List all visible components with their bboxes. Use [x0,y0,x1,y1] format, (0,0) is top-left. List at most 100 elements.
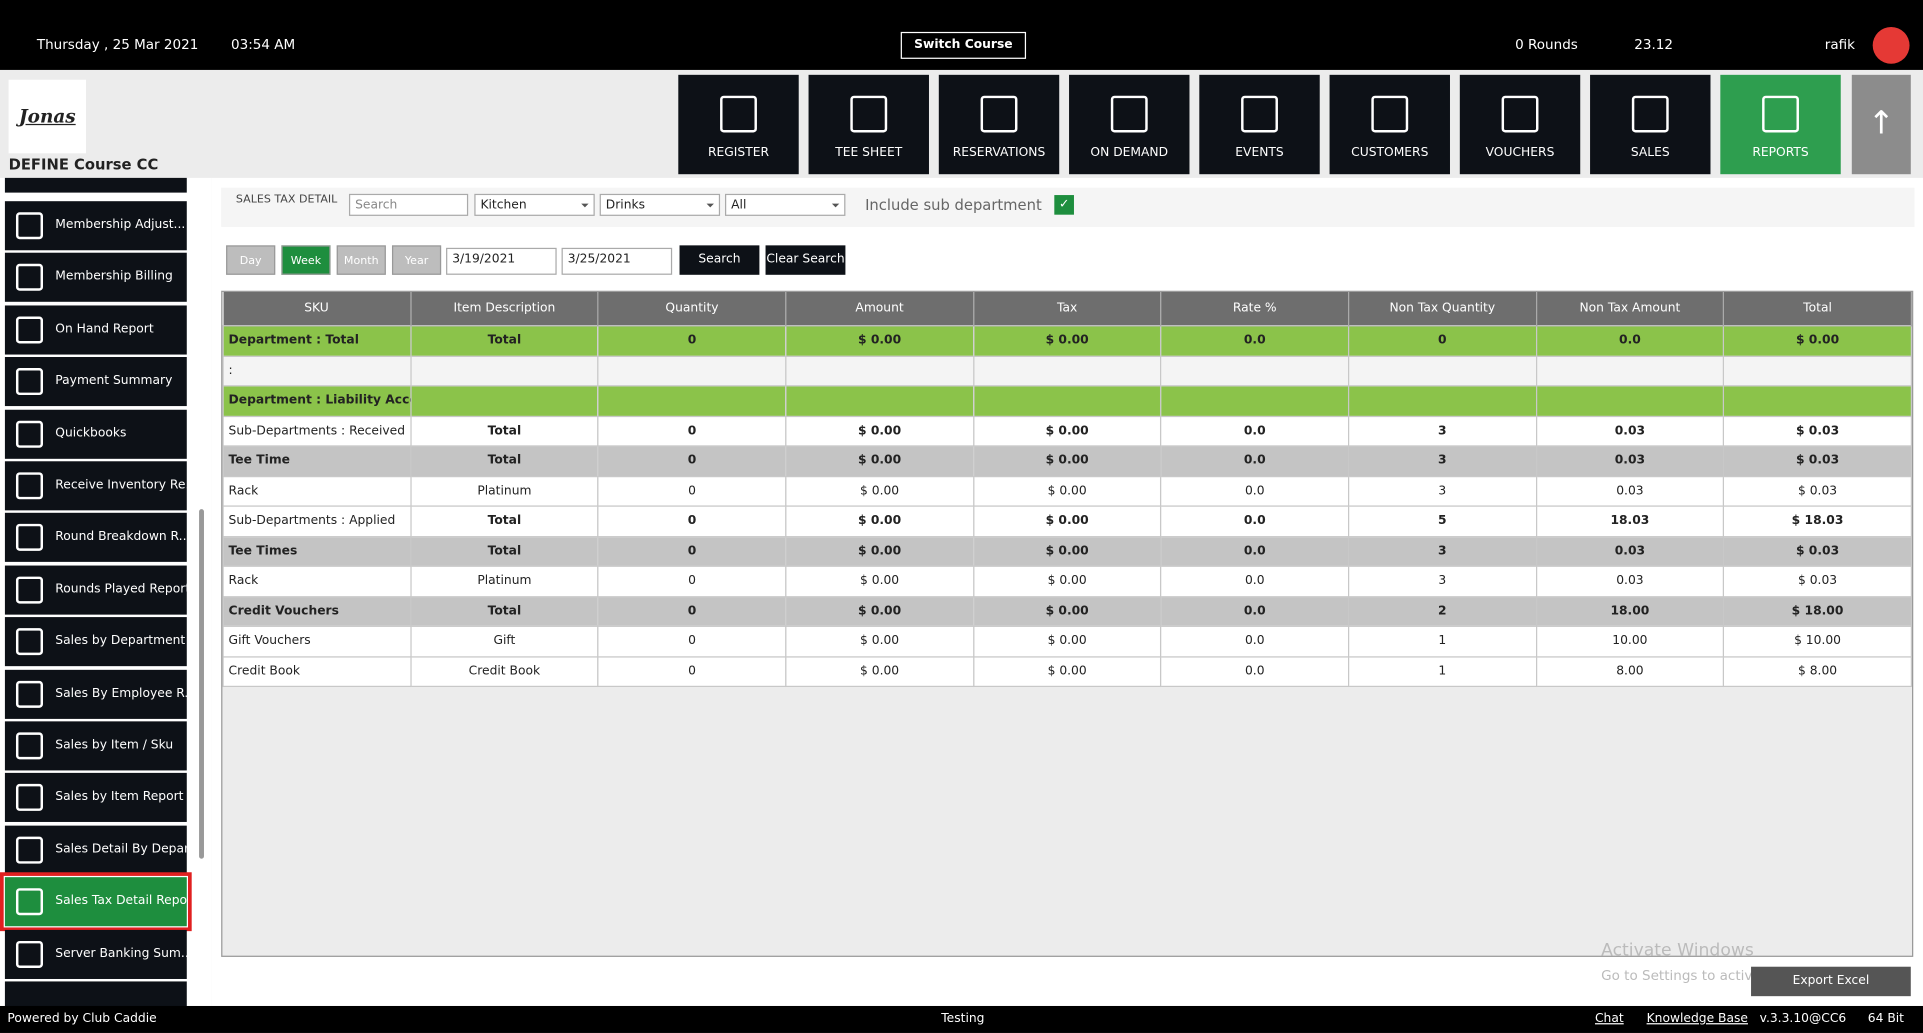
table-cell [409,385,599,417]
sidebar-label: Sales Detail By Depar... [55,842,187,857]
sidebar-icon [15,732,44,760]
nav-button[interactable]: REGISTER [678,74,799,175]
sidebar-item[interactable]: Sales by Department [4,617,187,667]
header-row: SKU Item Description Quantity Amount Tax Rate… [223,291,1913,326]
power-button[interactable] [1872,26,1910,64]
sidebar-item[interactable]: Sales by Item Report [4,773,187,823]
column-header: Rate % [1160,291,1350,326]
table-cell: $ 0.00 [785,535,974,567]
sub-department-select[interactable]: Drinks [599,193,721,216]
table-row: Tee Times Total 0 $ 0.00 $ 0.00 0.0 3 0.03 $ 0.0… [222,535,1913,567]
column-header: Total [1723,291,1913,326]
sidebar-icon [15,264,44,292]
sidebar-item[interactable]: Quickbooks [4,409,187,459]
sidebar-item[interactable]: On Hand Report [4,305,187,355]
period-button[interactable]: Day [226,245,276,275]
table-cell: $ 0.00 [972,565,1162,597]
nav-button[interactable]: TEE SHEET [808,74,929,175]
table-cell: 0.0 [1160,655,1350,687]
table-cell: $ 0.00 [785,505,974,537]
include-sub-checkbox[interactable]: ✓ [1054,195,1074,215]
sidebar-label: Receive Inventory Re... [55,478,187,492]
nav-button[interactable]: SALES [1590,74,1711,175]
search-button[interactable]: Search [679,245,760,275]
period-button[interactable]: Week [281,245,331,275]
table-cell: $ 0.00 [785,565,974,597]
table-cell: 8.00 [1535,655,1725,687]
sidebar-item[interactable]: Sales Tax Detail Report [0,872,192,932]
switch-course-button[interactable]: Switch Course [900,31,1027,59]
sidebar-item[interactable]: Round Breakdown R... [4,513,187,563]
table-cell: Department : Total [222,325,412,357]
table-cell: Total [409,535,599,567]
sidebar-item[interactable]: Membership Adjust... [4,201,187,251]
sidebar-item[interactable]: Sales Detail By Depar... [4,825,187,875]
sidebar-item[interactable]: Receive Inventory Re... [4,461,187,511]
table-cell: 0 [597,475,787,507]
period-button[interactable]: Month [336,245,386,275]
sidebar-icon [15,316,44,344]
environment: Testing [941,1012,985,1026]
sidebar-item[interactable]: Rounds Played Report [4,565,187,615]
knowledge-base-link[interactable]: Knowledge Base [1646,1012,1748,1026]
table-cell: Platinum [409,565,599,597]
nav-button[interactable]: REPORTS [1720,74,1841,175]
item-select[interactable]: All [724,193,846,216]
table-cell: $ 0.00 [972,505,1162,537]
table-cell: 10.00 [1535,625,1725,657]
nav-button[interactable]: RESERVATIONS [938,74,1060,175]
nav-button[interactable]: ON DEMAND [1069,74,1190,175]
clear-search-button[interactable]: Clear Search [765,245,846,275]
table-cell: Gift Vouchers [222,625,412,657]
search-input[interactable]: Search [348,193,469,216]
department-select[interactable]: Kitchen [474,193,595,216]
sidebar-item[interactable]: Payment Summary [4,357,187,407]
table-row: : [222,355,1913,387]
sidebar-item[interactable] [4,177,187,193]
nav-icon [1241,95,1278,133]
table-cell: Gift [409,625,599,657]
table-cell: Total [409,325,599,357]
user[interactable]: rafik [1824,36,1855,53]
from-date[interactable]: 3/19/2021 [446,247,557,275]
table-cell: $ 0.00 [785,475,974,507]
table-cell: Credit Vouchers [222,595,412,627]
table-cell: 0.0 [1160,505,1350,537]
table-cell: Rack [222,565,412,597]
table-cell: 0 [597,595,787,627]
sidebar-item[interactable]: Membership Billing [4,253,187,303]
nav-button[interactable]: CUSTOMERS [1329,74,1450,175]
table-cell [1347,385,1537,417]
table-cell [1347,355,1537,387]
to-date[interactable]: 3/25/2021 [561,247,673,275]
table-cell: 0 [597,445,787,477]
sidebar-icon [15,420,44,448]
bits: 64 Bit [1867,1012,1904,1026]
table-cell: $ 0.03 [1723,445,1913,477]
sidebar-label: Membership Billing [55,270,173,284]
table-cell: $ 0.00 [972,535,1162,567]
sidebar-item[interactable]: Sales by Item / Sku [4,721,187,771]
export-excel-button[interactable]: Export Excel [1751,966,1911,997]
scroll-top-button[interactable]: ↑ [1851,74,1911,175]
sidebar-item[interactable]: Server Banking Sum... [4,929,187,979]
watermark-title: Activate Windows [1601,940,1754,961]
table-cell: $ 0.03 [1723,535,1913,567]
scrollbar[interactable] [199,509,204,859]
table-cell: 0.03 [1535,445,1725,477]
sidebar-label: Server Banking Sum... [55,946,187,961]
period-button[interactable]: Year [391,245,442,275]
nav-button[interactable]: EVENTS [1199,74,1320,175]
sidebar-item[interactable]: Sales By Employee R... [4,669,187,719]
table-cell: $ 0.00 [785,415,974,447]
table-row: Tee Time Total 0 $ 0.00 $ 0.00 0.0 3 0.03 $ 0.03 [222,445,1913,477]
nav-button[interactable]: VOUCHERS [1459,74,1581,175]
chat-link[interactable]: Chat [1594,1012,1624,1026]
table-cell: 0.03 [1535,535,1725,567]
table-cell: 0.0 [1160,325,1350,357]
table-cell: 0.0 [1160,445,1350,477]
sidebar-icon [15,680,44,708]
table-cell: 0.0 [1160,415,1350,447]
sidebar-item[interactable] [4,981,187,1006]
